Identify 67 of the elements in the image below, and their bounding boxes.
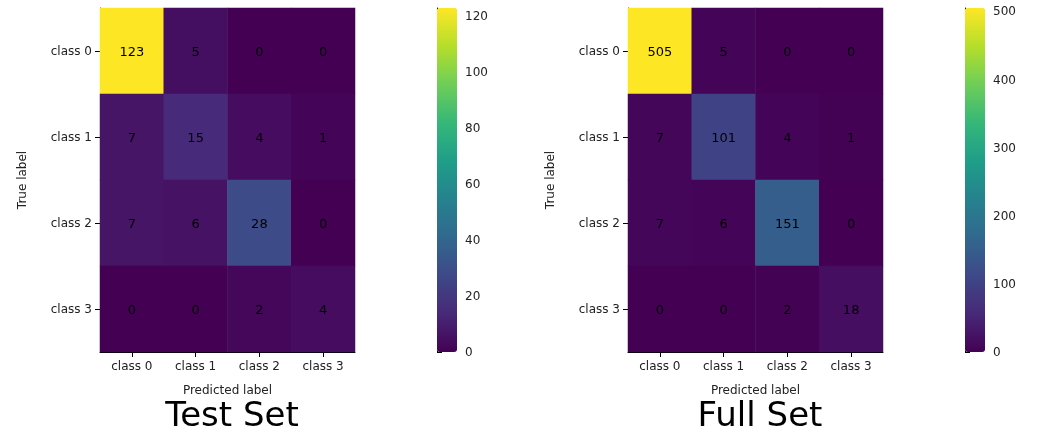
y-axis-title: True label <box>15 150 29 211</box>
color-bar-label: 120 <box>465 9 488 24</box>
y-tick-label: class 1 <box>578 130 620 144</box>
x-tick-label: class 1 <box>703 359 745 373</box>
x-tick-label: class 3 <box>830 359 872 373</box>
data-label: 4 <box>255 129 264 145</box>
data-label: 0 <box>318 215 328 231</box>
color-bar-label: 200 <box>993 208 1016 223</box>
data-label: 123 <box>119 43 145 59</box>
color-bar-label: 60 <box>465 177 481 192</box>
data-label: 7 <box>127 129 137 145</box>
text: Test Set <box>164 394 299 434</box>
data-label: 4 <box>783 129 792 145</box>
data-label: 7 <box>127 215 137 231</box>
x-tick-label: class 3 <box>302 359 344 373</box>
color-bar-label: 400 <box>993 72 1016 87</box>
data-label: 1 <box>318 129 328 145</box>
data-label: 0 <box>655 301 665 317</box>
data-label: 15 <box>187 129 204 145</box>
data-label: 1 <box>846 129 856 145</box>
data-label: 101 <box>711 129 737 145</box>
color-bar-label: 100 <box>465 65 488 80</box>
x-tick-label: class 2 <box>238 359 280 373</box>
color-bar-label: 100 <box>993 276 1016 291</box>
data-label: 5 <box>191 43 200 59</box>
data-label: 4 <box>318 301 328 317</box>
data-label: 151 <box>774 215 800 231</box>
data-label: 0 <box>127 301 137 317</box>
color-bar-label: 20 <box>465 289 481 304</box>
x-tick-label: class 0 <box>639 359 681 373</box>
y-axis-title: True label <box>543 150 557 211</box>
y-tick-label: class 1 <box>50 130 92 144</box>
data-label: 505 <box>647 43 673 59</box>
y-tick-label: class 3 <box>50 302 92 316</box>
color-bar-label: 0 <box>465 345 473 359</box>
y-tick-label: class 3 <box>578 302 620 316</box>
data-label: 0 <box>318 43 328 59</box>
data-label: 0 <box>255 43 264 59</box>
data-label: 2 <box>255 301 264 317</box>
x-axis-title: Predicted label <box>182 383 273 397</box>
data-label: 0 <box>191 301 200 317</box>
data-label: 6 <box>719 215 728 231</box>
data-label: 18 <box>842 301 860 317</box>
x-tick-label: class 1 <box>175 359 217 373</box>
data-label: 6 <box>191 215 200 231</box>
x-axis-title: Predicted label <box>710 383 801 397</box>
color-bar-label: 300 <box>993 140 1016 155</box>
data-label: 2 <box>783 301 792 317</box>
y-tick-label: class 0 <box>50 44 92 58</box>
y-tick-label: class 2 <box>50 216 92 230</box>
data-label: 0 <box>719 301 728 317</box>
y-tick-label: class 2 <box>578 216 620 230</box>
color-bar-label: 40 <box>465 233 481 248</box>
text: Full Set <box>697 394 823 434</box>
x-tick-label: class 2 <box>766 359 808 373</box>
color-bar-label: 500 <box>993 4 1016 19</box>
color-bar-label: 0 <box>993 345 1001 359</box>
y-tick-label: class 0 <box>578 44 620 58</box>
x-tick-label: class 0 <box>111 359 153 373</box>
data-label: 7 <box>655 215 665 231</box>
data-label: 7 <box>655 129 665 145</box>
data-label: 0 <box>846 215 856 231</box>
data-label: 0 <box>783 43 792 59</box>
data-label: 0 <box>846 43 856 59</box>
data-label: 28 <box>251 215 268 231</box>
data-label: 5 <box>719 43 728 59</box>
color-bar-label: 80 <box>465 121 481 136</box>
